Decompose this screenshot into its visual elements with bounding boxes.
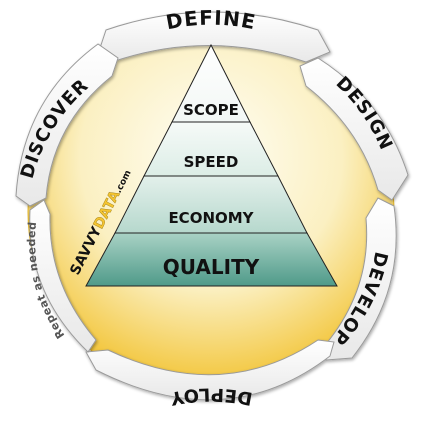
banner-deploy: [85, 339, 335, 401]
tier-label-economy: ECONOMY: [168, 209, 254, 227]
step-label-define: DEFINE: [164, 6, 258, 35]
cycle-banners: [15, 11, 409, 401]
banner-discover: [15, 43, 119, 207]
banner-define: [99, 11, 331, 63]
tier-label-quality: QUALITY: [163, 255, 260, 279]
banner-repeat: [29, 199, 97, 353]
pyramid: SCOPE SPEED ECONOMY QUALITY: [85, 43, 338, 287]
step-label-deploy: DEPLOY: [168, 383, 254, 408]
banner-design: [299, 57, 409, 201]
tier-label-speed: SPEED: [184, 153, 239, 171]
pyramid-tier-quality: [85, 232, 338, 287]
tier-label-scope: SCOPE: [183, 101, 239, 119]
